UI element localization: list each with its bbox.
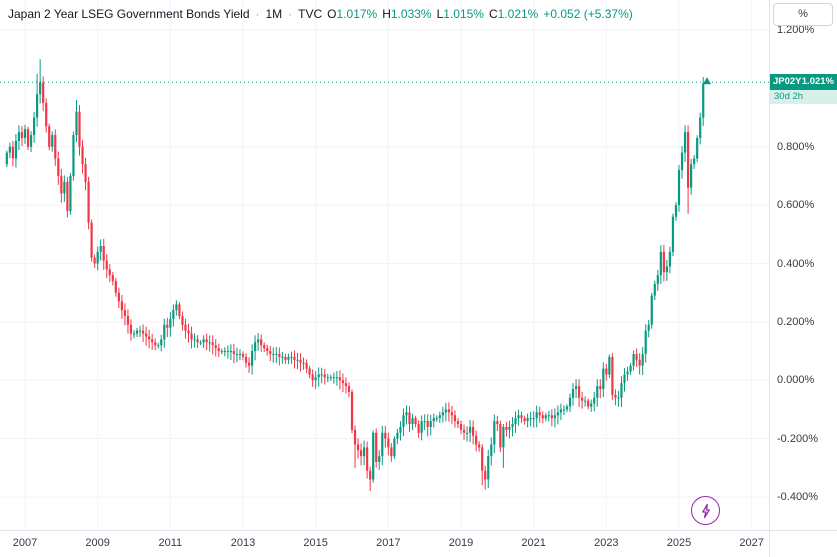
ohlc-close: C1.021%	[488, 7, 539, 21]
price-axis-label: -0.400%	[777, 491, 818, 503]
price-axis-label: 0.600%	[777, 199, 815, 212]
time-axis-divider	[0, 530, 837, 531]
time-axis-label: 2027	[739, 537, 764, 549]
legend-separator: ·	[288, 7, 293, 21]
price-axis[interactable]: % JP02Y 1.021% 30d 2h 1.200% 0.800% 0.600%…	[770, 0, 837, 530]
time-axis-label: 2007	[12, 537, 38, 549]
current-price-symbol: JP02Y	[773, 76, 802, 88]
ohlc-low: L1.015%	[436, 7, 484, 21]
time-axis-label: 2019	[448, 537, 474, 549]
price-axis-label: 1.200%	[777, 24, 815, 36]
time-axis-label: 2021	[521, 537, 546, 549]
lightning-bolt-icon	[701, 503, 710, 518]
chart-legend: Japan 2 Year LSEG Government Bonds Yield…	[8, 7, 633, 21]
bar-countdown: 30d 2h	[770, 90, 837, 105]
grid-lines	[0, 0, 769, 530]
chart-canvas[interactable]	[0, 0, 769, 530]
price-axis-label: 0.000%	[777, 374, 815, 387]
time-axis-label: 2013	[230, 537, 256, 549]
time-axis-label: 2015	[303, 537, 328, 549]
time-axis-label: 2023	[594, 537, 619, 549]
ohlc-high: H1.033%	[382, 7, 432, 21]
current-price-label: JP02Y 1.021% 30d 2h	[770, 74, 837, 105]
change-label: +0.052 (+5.37%)	[543, 7, 633, 21]
time-axis-label: 2017	[376, 537, 401, 549]
price-axis-label: -0.200%	[777, 432, 818, 445]
legend-separator: ·	[255, 7, 260, 21]
candlestick-series	[5, 59, 708, 492]
price-arrow-icon	[703, 77, 711, 85]
chart-pane[interactable]: Japan 2 Year LSEG Government Bonds Yield…	[0, 0, 769, 530]
lightning-bolt-button[interactable]	[691, 496, 720, 525]
price-axis-label: 0.200%	[777, 315, 815, 328]
symbol-title[interactable]: Japan 2 Year LSEG Government Bonds Yield	[8, 7, 250, 21]
current-price-line	[0, 77, 769, 85]
axis-corner	[770, 531, 837, 557]
source-label[interactable]: TVC	[298, 7, 323, 21]
price-axis-divider	[769, 0, 770, 557]
price-axis-label: 0.400%	[777, 257, 815, 270]
time-axis-label: 2025	[666, 537, 692, 549]
interval-label[interactable]: 1M	[265, 7, 283, 21]
time-axis[interactable]: 2007 2009 2011 2013 2015 2017 2019 2021 2023 2025…	[0, 531, 769, 557]
percent-unit-button[interactable]: %	[773, 3, 833, 26]
current-price-value: 1.021%	[801, 76, 834, 88]
time-axis-label: 2009	[85, 537, 110, 549]
price-axis-label: 0.800%	[777, 140, 815, 153]
time-axis-label: 2011	[158, 537, 183, 549]
ohlc-open: O1.017%	[327, 7, 378, 21]
